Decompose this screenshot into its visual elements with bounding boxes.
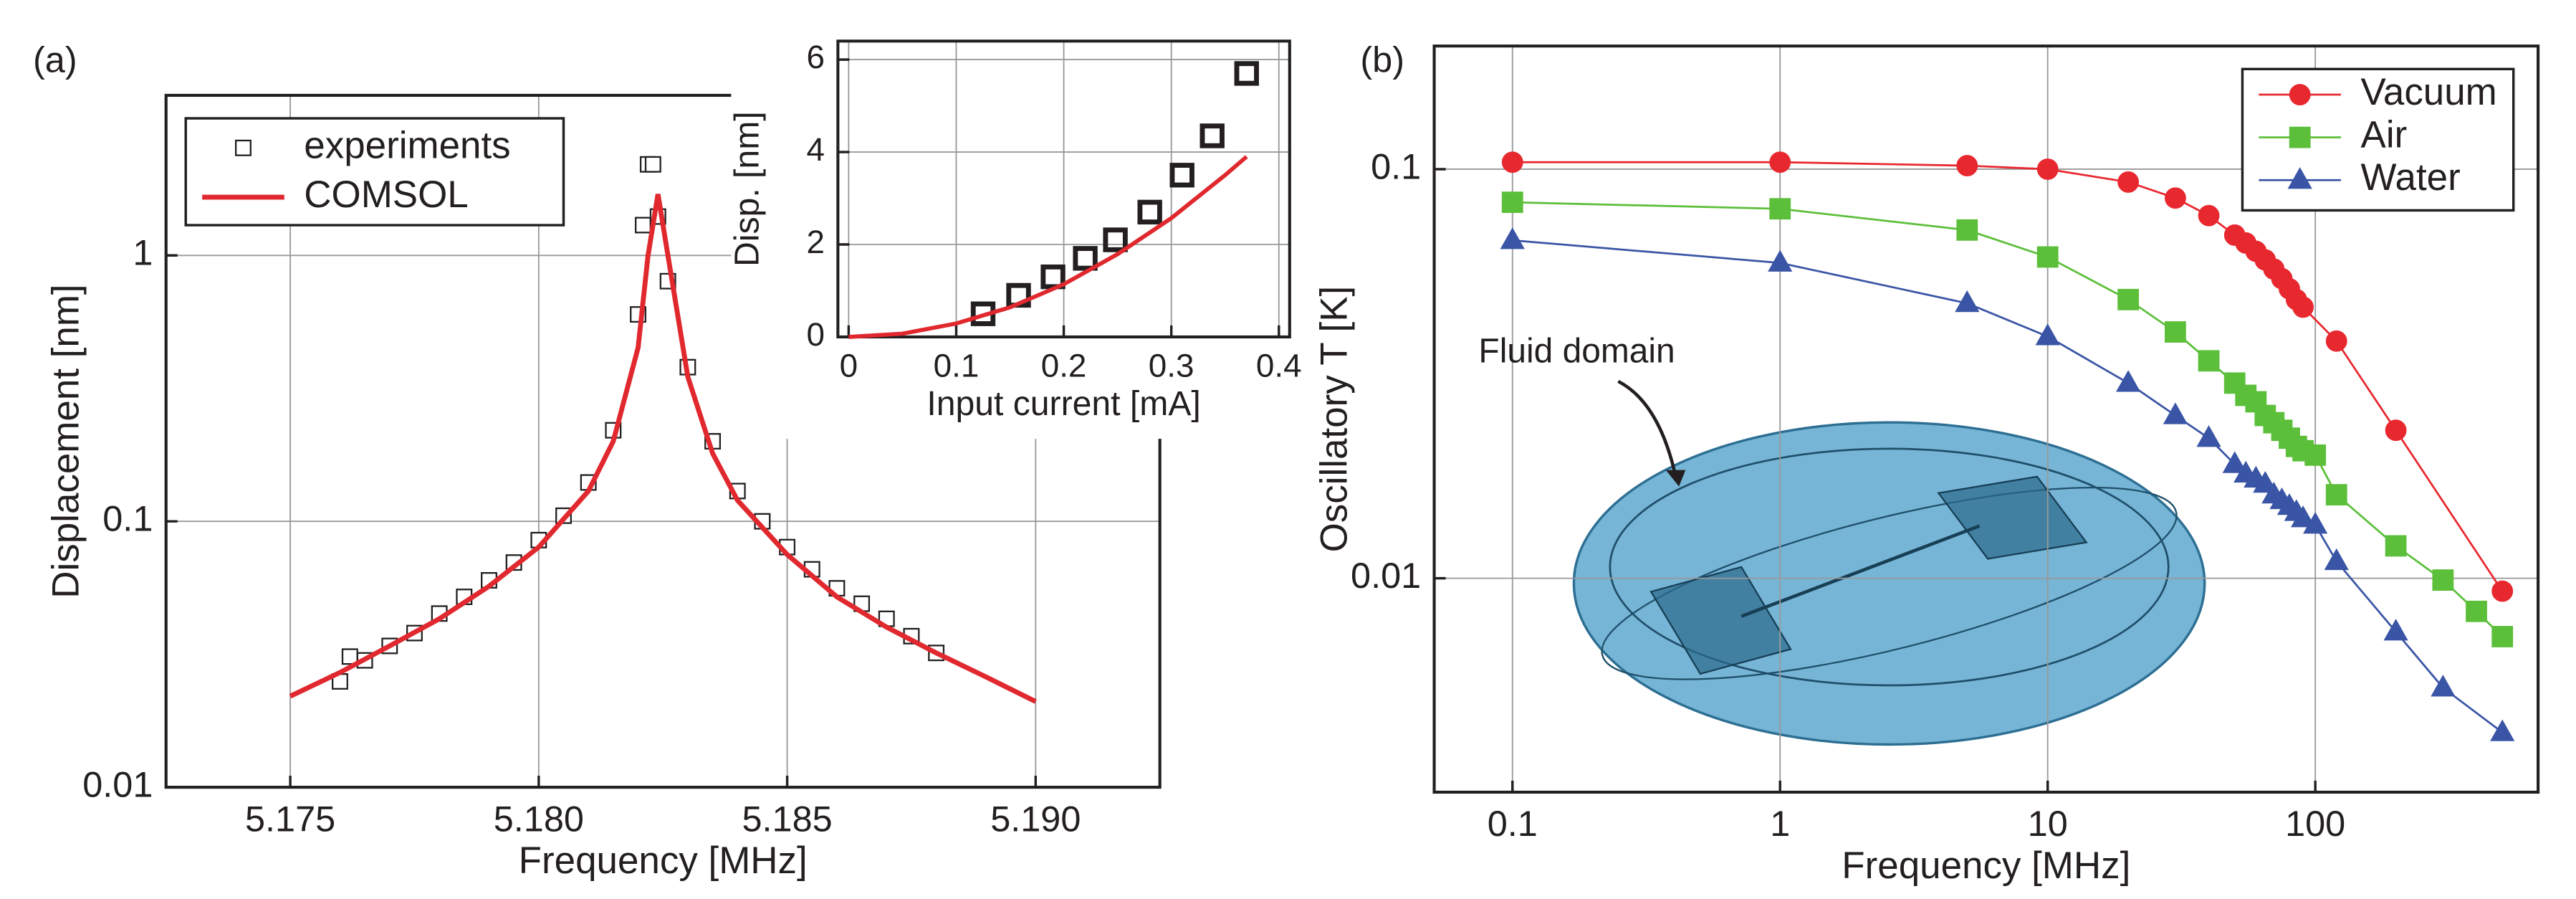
y-tick-label: 0.01 (1351, 555, 1421, 596)
data-point (2491, 580, 2514, 602)
plot-frame (1432, 44, 2540, 794)
x-tick-label: 10 (2028, 803, 2068, 844)
y-tick-label: 0 (807, 315, 825, 353)
data-point (1137, 199, 1162, 225)
x-axis-label: Input current [mA] (927, 384, 1201, 423)
x-tick-label: 0.1 (934, 347, 980, 384)
data-point (2490, 719, 2515, 741)
x-tick-label: 0 (840, 347, 858, 384)
data-point (2117, 288, 2140, 310)
x-tick-label: 100 (2285, 803, 2345, 844)
legend-label: Air (2361, 114, 2408, 156)
panel-label: (a) (33, 39, 77, 80)
y-tick-label: 0.01 (82, 764, 153, 804)
data-point (2385, 535, 2407, 557)
legend-frame (184, 117, 565, 227)
data-point (2466, 600, 2487, 622)
y-axis-label: Disp. [nm] (727, 111, 766, 267)
y-tick-label: 2 (807, 223, 825, 260)
data-point (2163, 402, 2188, 424)
legend-label: Vacuum (2361, 71, 2497, 113)
data-point (2383, 619, 2408, 641)
y-tick-label: 1 (133, 232, 153, 273)
x-tick-label: 5.185 (742, 798, 832, 839)
legend-label: Water (2361, 156, 2461, 199)
data-point (1103, 227, 1128, 252)
data-point (2324, 548, 2349, 571)
x-axis-label: Frequency [MHz] (1842, 845, 2130, 887)
x-tick-label: 0.4 (1256, 347, 1302, 384)
y-tick-label: 6 (807, 38, 825, 75)
inset-background (731, 19, 1323, 439)
legend-marker (235, 139, 252, 156)
legend-label: experiments (304, 124, 510, 166)
data-point (1073, 246, 1098, 271)
data-point (2431, 675, 2456, 697)
data-point (2304, 444, 2327, 466)
y-tick-label: 0.1 (1371, 146, 1421, 186)
data-point (2222, 451, 2247, 473)
y-axis-label: Displacement [nm] (45, 284, 87, 598)
data-point (1501, 191, 1523, 214)
y-tick-label: 0.1 (102, 498, 153, 539)
data-point (2432, 569, 2454, 591)
legend-frame (2241, 67, 2515, 212)
y-axis-label: Oscillatory T [K] (1313, 286, 1355, 553)
data-point (2325, 484, 2347, 506)
data-point (2290, 505, 2316, 528)
plot-frame (836, 39, 1291, 339)
data-point (2164, 187, 2186, 209)
data-point (2292, 296, 2314, 318)
data-point (2491, 626, 2514, 647)
legend-marker (2289, 126, 2311, 148)
x-tick-label: 1 (1770, 803, 1790, 844)
legend-marker (2287, 167, 2312, 189)
data-point (2036, 158, 2059, 180)
annotation: Fluid domain (1478, 333, 1675, 371)
series-line (848, 155, 1248, 339)
data-point (2325, 330, 2347, 352)
data-point (2198, 350, 2220, 372)
data-point (2117, 171, 2140, 193)
data-point (2164, 321, 2186, 343)
data-point (1501, 151, 1523, 173)
data-point (1768, 249, 1793, 272)
data-point (2196, 425, 2221, 447)
x-tick-label: 0.3 (1149, 347, 1194, 384)
plot-frame (164, 93, 1162, 789)
data-point (1200, 123, 1225, 148)
data-point (2385, 419, 2407, 442)
x-tick-label: 5.175 (245, 798, 335, 839)
panel-label: (b) (1360, 39, 1404, 80)
data-point (1769, 198, 1791, 220)
data-point (1955, 290, 1980, 313)
x-tick-label: 0.2 (1041, 347, 1087, 384)
data-point (644, 156, 661, 173)
data-point (2198, 204, 2220, 227)
data-point (2303, 512, 2328, 534)
data-point (2035, 323, 2060, 346)
fluid-domain-illustration (1572, 379, 2206, 746)
data-point (635, 217, 651, 234)
data-point (1169, 163, 1194, 188)
x-axis-label: Frequency [MHz] (519, 839, 808, 882)
data-point (1234, 61, 1259, 86)
x-tick-label: 0.1 (1488, 803, 1538, 844)
x-tick-label: 5.180 (494, 798, 584, 839)
legend-marker (2289, 84, 2311, 105)
data-point (1500, 227, 1525, 249)
legend-label: COMSOL (304, 173, 468, 216)
series-line (289, 194, 1037, 704)
data-point (2253, 470, 2278, 493)
data-point (1956, 219, 1978, 241)
data-point (2116, 370, 2141, 392)
data-point (1769, 151, 1791, 173)
data-point (2036, 246, 2059, 268)
x-tick-label: 5.190 (990, 798, 1081, 839)
y-tick-label: 4 (807, 130, 825, 168)
data-point (1956, 155, 1978, 176)
